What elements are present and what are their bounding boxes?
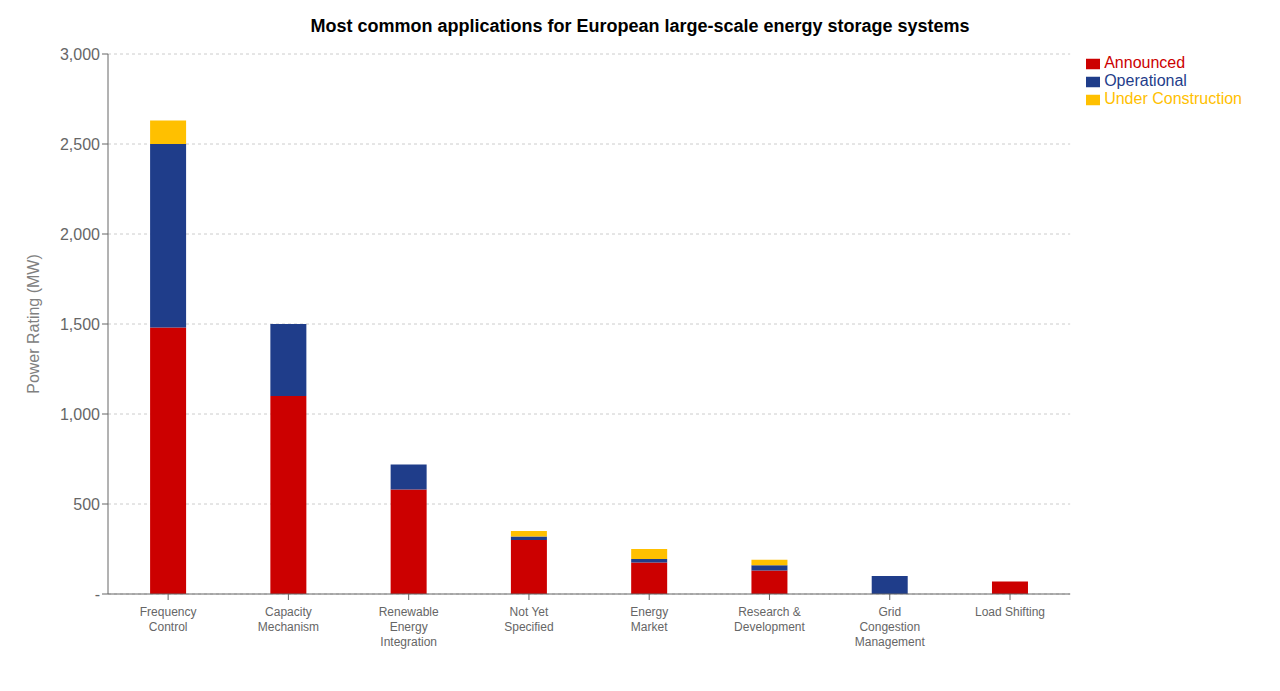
svg-text:FrequencyControl: FrequencyControl <box>140 605 197 634</box>
svg-text:EnergyMarket: EnergyMarket <box>630 605 668 634</box>
svg-text:Load Shifting: Load Shifting <box>975 605 1045 619</box>
svg-text:Research &Development: Research &Development <box>734 605 805 634</box>
svg-text:1,500: 1,500 <box>60 316 100 333</box>
html-text:Announced: Announced <box>1104 54 1186 71</box>
svg-text:RenewableEnergyIntegration: RenewableEnergyIntegration <box>379 605 439 649</box>
svg-text:2,000: 2,000 <box>60 226 100 243</box>
svg-text:1,000: 1,000 <box>60 406 100 423</box>
svg-text:-: - <box>95 586 100 603</box>
svg-text:CapacityMechanism: CapacityMechanism <box>258 605 319 634</box>
html-text:Most common applications for E: Most common applications for European la… <box>310 16 970 36</box>
svg-text:Not YetSpecified: Not YetSpecified <box>504 605 553 634</box>
html-text:Operational: Operational <box>1104 72 1187 89</box>
svg-text:3,000: 3,000 <box>60 46 100 63</box>
svg-text:500: 500 <box>73 496 100 513</box>
svg-text:GridCongestionManagement: GridCongestionManagement <box>855 605 926 649</box>
svg-text:2,500: 2,500 <box>60 136 100 153</box>
html-text:Under Construction: Under Construction <box>1104 90 1242 107</box>
svg-text:Power Rating (MW): Power Rating (MW) <box>25 254 42 394</box>
